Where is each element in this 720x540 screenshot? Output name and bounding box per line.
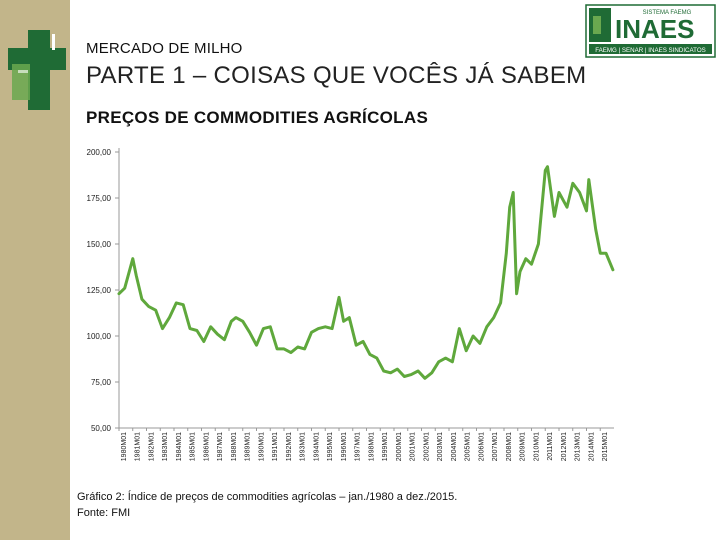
y-axis: 50,00 75,00 100,00 125,00 150,00 175,00 200,00 — [87, 148, 120, 433]
x-axis: 1980M01 1981M01 1982M01 1983M01 1984M01 1985M… — [118, 427, 614, 461]
x-tick-label: 1999M01 — [382, 432, 389, 461]
x-tick-label: 1980M01 — [121, 432, 128, 461]
y-tick-label: 100,00 — [87, 332, 112, 341]
x-tick-label: 1996M01 — [341, 432, 348, 461]
x-tick-label: 1982M01 — [148, 432, 155, 461]
x-tick-label: 1995M01 — [327, 432, 334, 461]
x-tick-label: 1993M01 — [300, 432, 307, 461]
x-tick-label: 2013M01 — [575, 432, 582, 461]
brand-mark-icon — [8, 30, 66, 110]
x-tick-label: 1990M01 — [258, 432, 265, 461]
x-tick-label: 2012M01 — [561, 432, 568, 461]
x-tick-label: 1998M01 — [368, 432, 375, 461]
x-tick-label: 2005M01 — [465, 432, 472, 461]
x-tick-label: 2010M01 — [533, 432, 540, 461]
y-tick-label: 50,00 — [91, 424, 112, 433]
x-tick-label: 1985M01 — [190, 432, 197, 461]
chart-title: PREÇOS DE COMMODITIES AGRÍCOLAS — [86, 108, 429, 127]
x-tick-label: 2008M01 — [506, 432, 513, 461]
x-tick-label: 1989M01 — [245, 432, 252, 461]
x-tick-label: 2015M01 — [602, 432, 609, 461]
svg-text:FAEMG | SENAR | INAES SINDICA: FAEMG | SENAR | INAES SINDICATOS — [595, 47, 706, 54]
x-tick-label: 2006M01 — [478, 432, 485, 461]
x-tick-label: 1994M01 — [313, 432, 320, 461]
x-tick-label: 1992M01 — [286, 432, 293, 461]
x-tick-label: 2007M01 — [492, 432, 499, 461]
x-tick-label: 1983M01 — [162, 432, 169, 461]
slide-title: PARTE 1 – COISAS QUE VOCÊS JÁ SABEM — [86, 62, 587, 89]
x-tick-label: 2011M01 — [547, 432, 554, 461]
x-tick-label: 1987M01 — [217, 432, 224, 461]
commodity-price-chart: 50,00 75,00 100,00 125,00 150,00 175,00 200,00… — [87, 148, 615, 461]
x-tick-label: 2001M01 — [410, 432, 417, 461]
figure-source: Fonte: FMI — [77, 507, 131, 519]
svg-text:INAES: INAES — [615, 14, 694, 44]
figure-caption: Gráfico 2: Índice de preços de commoditi… — [77, 491, 458, 503]
slide-kicker: MERCADO DE MILHO — [86, 40, 243, 57]
y-tick-label: 75,00 — [91, 378, 112, 387]
x-tick-label: 1991M01 — [272, 432, 279, 461]
x-tick-label: 2003M01 — [437, 432, 444, 461]
x-tick-label: 2002M01 — [423, 432, 430, 461]
x-tick-label: 1986M01 — [203, 432, 210, 461]
svg-text:SISTEMA FAEMG: SISTEMA FAEMG — [643, 10, 692, 16]
y-tick-label: 150,00 — [87, 240, 112, 249]
inaes-logo: SISTEMA FAEMG INAES FAEMG | SENAR | INAE… — [583, 2, 718, 60]
y-tick-label: 200,00 — [87, 148, 112, 157]
x-tick-label: 2004M01 — [451, 432, 458, 461]
series-line-0 — [117, 165, 615, 380]
x-tick-label: 1997M01 — [355, 432, 362, 461]
x-tick-label: 2000M01 — [396, 432, 403, 461]
y-tick-label: 175,00 — [87, 194, 112, 203]
x-tick-label: 1981M01 — [135, 432, 142, 461]
series-layer — [117, 165, 615, 380]
x-tick-label: 1984M01 — [176, 432, 183, 461]
x-tick-label: 2009M01 — [520, 432, 527, 461]
x-tick-label: 1988M01 — [231, 432, 238, 461]
x-tick-label: 2014M01 — [588, 432, 595, 461]
y-tick-label: 125,00 — [87, 286, 112, 295]
